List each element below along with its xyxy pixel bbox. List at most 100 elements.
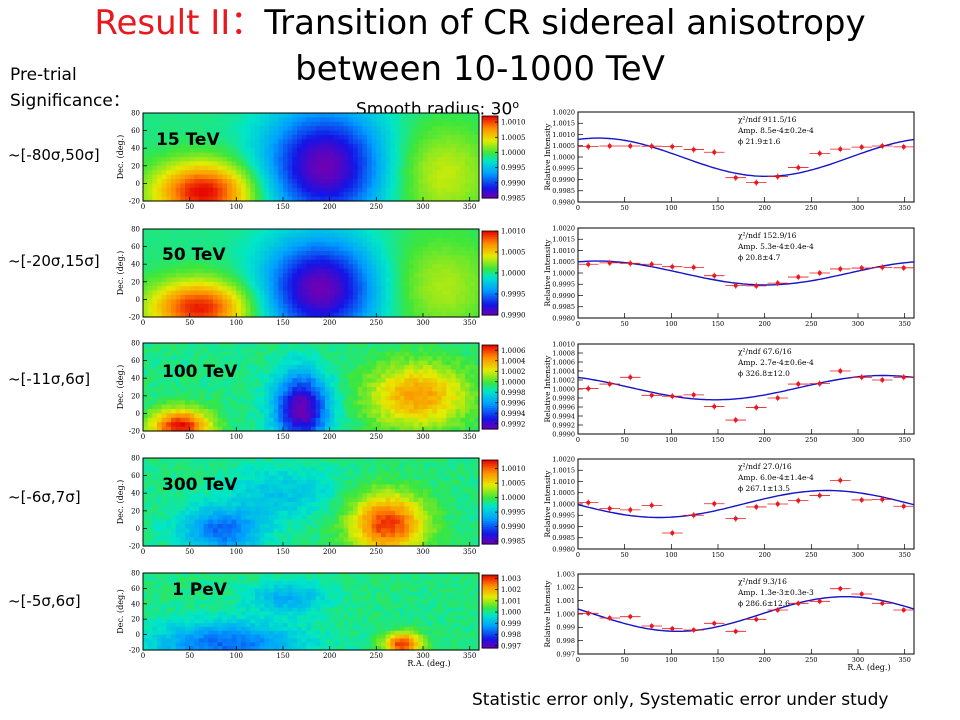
heatmap-cell <box>278 312 284 318</box>
heatmap-cell <box>339 165 345 171</box>
heatmap-cell <box>474 356 480 362</box>
heatmap-cell <box>297 422 303 428</box>
heatmap-cell <box>334 161 340 167</box>
heatmap-cell <box>437 174 443 180</box>
heatmap-cell <box>297 409 303 414</box>
heatmap-cell <box>278 187 284 193</box>
heatmap-cell <box>222 242 228 248</box>
heatmap-cell <box>199 135 205 140</box>
heatmap-cell <box>311 422 317 428</box>
heatmap-cell <box>213 139 219 145</box>
heatmap-cell <box>297 286 303 292</box>
heatmap-cell <box>152 417 158 423</box>
heatmap-cell <box>418 113 424 118</box>
heatmap-cell <box>409 273 415 278</box>
heatmap-cell <box>311 281 317 287</box>
heatmap-cell <box>367 387 373 392</box>
heatmap-cell <box>451 360 457 366</box>
heatmap-cell <box>381 143 387 149</box>
heatmap-cell <box>264 157 270 162</box>
heatmap-cell <box>166 356 172 362</box>
heatmap-cell <box>418 290 424 296</box>
heatmap-cell <box>451 409 457 414</box>
heatmap-cell <box>147 264 153 270</box>
heatmap-cell <box>395 135 401 140</box>
heatmap-cell <box>245 290 251 296</box>
colorbar-segment <box>482 405 498 409</box>
heatmap-cell <box>166 196 172 202</box>
heatmap-cell <box>339 299 345 305</box>
heatmap-cell <box>222 369 228 375</box>
heatmap-cell <box>283 312 289 318</box>
data-point <box>754 405 759 410</box>
heatmap-cell <box>245 143 251 149</box>
heatmap-cell <box>171 502 177 507</box>
heatmap-cell <box>320 183 326 189</box>
heatmap-cell <box>451 264 457 270</box>
heatmap-cell <box>255 143 261 149</box>
heatmap-cell <box>213 413 219 419</box>
heatmap-cell <box>250 237 256 243</box>
heatmap-cell <box>231 161 237 167</box>
heatmap-cell <box>306 391 312 397</box>
heatmap-cell <box>367 343 373 348</box>
heatmap-cell <box>255 242 261 248</box>
heatmap-cell <box>311 356 317 362</box>
heatmap-cell <box>264 143 270 149</box>
heatmap-cell <box>217 117 223 123</box>
heatmap-cell <box>362 170 368 176</box>
heatmap-cell <box>381 422 387 428</box>
heatmap-cell <box>217 312 223 318</box>
heatmap-cell <box>189 255 195 261</box>
heatmap-cell <box>259 404 265 410</box>
heatmap-cell <box>241 391 247 397</box>
heatmap-cell <box>241 259 247 265</box>
heatmap-cell <box>399 286 405 292</box>
heatmap-cell <box>250 347 256 353</box>
heatmap-cell <box>381 161 387 167</box>
heatmap-cell <box>376 356 382 362</box>
heatmap-cell <box>143 537 149 543</box>
heatmap-cell <box>390 152 396 158</box>
heatmap-cell <box>381 126 387 132</box>
heatmap-cell <box>311 400 317 406</box>
heatmap-cell <box>334 192 340 198</box>
heatmap-cell <box>147 273 153 278</box>
heatmap-cell <box>455 242 461 248</box>
heatmap-cell <box>455 255 461 261</box>
heatmap-cell <box>367 143 373 149</box>
heatmap-cell <box>399 117 405 123</box>
heatmap-cell <box>329 179 335 184</box>
fit-stats-line: Amp. 2.7e-4±0.6e-4 <box>737 358 814 367</box>
heatmap-cell <box>147 126 153 132</box>
heatmap-cell <box>404 286 410 292</box>
heatmap-cell <box>381 295 387 300</box>
heatmap-cell <box>301 356 307 362</box>
heatmap-cell <box>367 395 373 401</box>
heatmap-cell <box>371 259 377 265</box>
heatmap-cell <box>460 152 466 158</box>
heatmap-cell <box>203 251 209 256</box>
heatmap-cell <box>343 268 349 274</box>
heatmap-cell <box>418 251 424 256</box>
heatmap-cell <box>166 409 172 414</box>
heatmap-cell <box>432 251 438 256</box>
heatmap-cell <box>315 422 321 428</box>
heatmap-cell <box>250 152 256 158</box>
heatmap-cell <box>376 268 382 274</box>
heatmap-cell <box>245 192 251 198</box>
heatmap-cell <box>343 273 349 278</box>
heatmap-cell <box>371 356 377 362</box>
heatmap-cell <box>166 264 172 270</box>
heatmap-cell <box>343 229 349 234</box>
heatmap-cell <box>437 303 443 309</box>
heatmap-cell <box>236 117 242 123</box>
heatmap-cell <box>413 246 419 252</box>
heatmap-cell <box>390 183 396 189</box>
heatmap-cell <box>381 117 387 123</box>
data-point <box>817 381 822 386</box>
heatmap-cell <box>147 532 153 538</box>
heatmap-cell <box>399 343 405 348</box>
